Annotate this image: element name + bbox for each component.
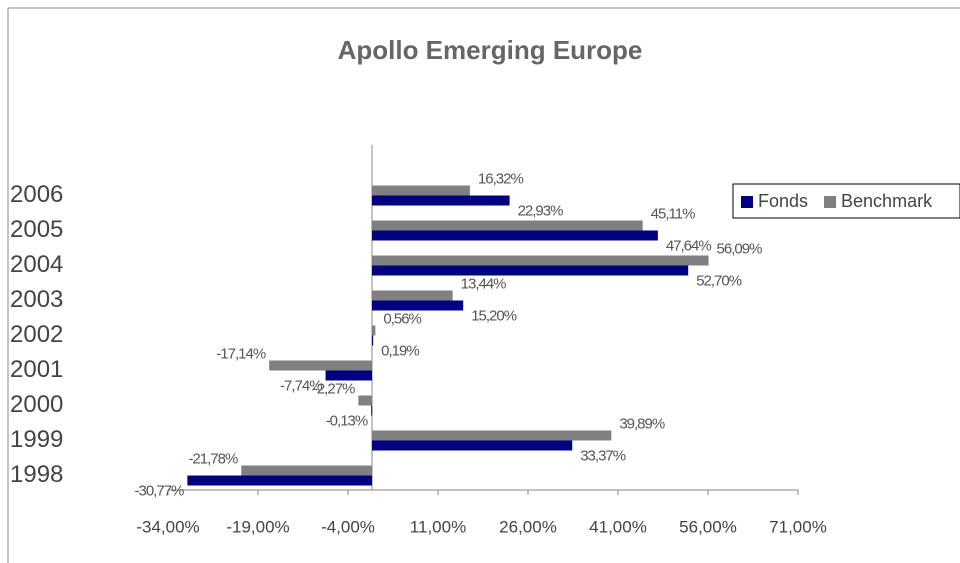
y-tick-label: 1999 <box>10 426 63 453</box>
x-tick-label: -4,00% <box>321 517 375 536</box>
x-tick-label: 56,00% <box>679 517 737 536</box>
bar <box>372 430 612 441</box>
value-label: 15,20% <box>471 307 517 324</box>
chart-title: Apollo Emerging Europe <box>338 35 643 65</box>
value-label: -17,14% <box>216 345 266 362</box>
bar <box>358 395 372 406</box>
bar <box>372 290 453 301</box>
y-tick-label: 2002 <box>10 321 63 348</box>
value-label: -30,77% <box>135 482 185 499</box>
value-label: -7,74% <box>280 377 322 394</box>
y-tick-label: 2000 <box>10 391 63 418</box>
y-tick-label: 2006 <box>10 181 63 208</box>
y-tick-label: 2004 <box>10 251 63 278</box>
x-tick-label: -34,00% <box>136 517 199 536</box>
y-tick-label: 2001 <box>10 356 63 383</box>
bar <box>372 335 374 346</box>
bar <box>372 220 643 231</box>
x-tick-label: 26,00% <box>499 517 557 536</box>
value-label: 56,09% <box>717 240 763 257</box>
value-label: -2,27% <box>313 380 355 397</box>
legend-swatch <box>741 196 753 208</box>
bar <box>372 325 376 336</box>
bar <box>372 300 464 311</box>
legend-swatch <box>824 196 837 208</box>
value-label: 13,44% <box>461 275 507 292</box>
value-label: 16,32% <box>478 170 524 187</box>
x-tick-label: -19,00% <box>226 517 289 536</box>
bar <box>241 465 372 476</box>
x-tick-label: 41,00% <box>589 517 647 536</box>
value-label: 47,64% <box>666 237 712 254</box>
value-label: 52,70% <box>696 272 742 289</box>
bar <box>325 370 372 381</box>
y-tick-label: 2005 <box>10 216 63 243</box>
value-label: -21,78% <box>188 450 238 467</box>
bar <box>372 255 709 266</box>
value-label: -0,13% <box>326 412 368 429</box>
bar <box>372 230 658 241</box>
value-label: 39,89% <box>619 415 665 432</box>
bar <box>371 405 373 416</box>
bar <box>269 360 372 371</box>
x-tick-label: 11,00% <box>410 517 466 536</box>
value-label: 33,37% <box>580 447 626 464</box>
x-tick-label: 71,00% <box>769 517 827 536</box>
value-label: 0,56% <box>383 310 421 327</box>
bar <box>372 265 689 276</box>
bar <box>372 440 573 451</box>
bar <box>187 475 372 486</box>
value-label: 0,19% <box>381 342 419 359</box>
legend-box <box>732 183 960 219</box>
y-tick-label: 1998 <box>10 461 63 488</box>
legend-label: Benchmark <box>841 191 933 211</box>
value-label: 22,93% <box>518 202 564 219</box>
y-tick-label: 2003 <box>10 286 63 313</box>
value-label: 45,11% <box>651 205 695 222</box>
legend-label: Fonds <box>758 191 808 211</box>
bar <box>372 195 510 206</box>
bar <box>372 185 470 196</box>
